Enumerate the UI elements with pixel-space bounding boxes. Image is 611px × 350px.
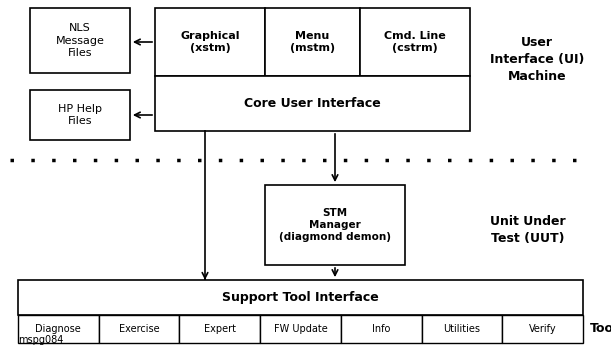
Bar [180, 315, 260, 343]
Text: Exercise: Exercise [119, 324, 159, 334]
Text: Utilities: Utilities [444, 324, 480, 334]
Text: Verify: Verify [529, 324, 557, 334]
Text: Unit Under
Test (UUT): Unit Under Test (UUT) [490, 215, 566, 245]
Bar [265, 185, 405, 265]
Text: Expert: Expert [204, 324, 236, 334]
Text: User
Interface (UI)
Machine: User Interface (UI) Machine [490, 36, 584, 84]
Text: HP Help
Files: HP Help Files [58, 104, 102, 126]
Text: FW Update: FW Update [274, 324, 327, 334]
Bar [30, 8, 130, 73]
Text: NLS
Message
Files: NLS Message Files [56, 23, 104, 58]
Text: Support Tool Interface: Support Tool Interface [222, 291, 379, 304]
Bar [341, 315, 422, 343]
Bar [155, 76, 470, 131]
Bar [422, 315, 502, 343]
Text: Info: Info [372, 324, 390, 334]
Bar [502, 315, 583, 343]
Text: Cmd. Line
(cstrm): Cmd. Line (cstrm) [384, 31, 446, 53]
Text: Menu
(mstm): Menu (mstm) [290, 31, 335, 53]
Text: Graphical
(xstm): Graphical (xstm) [180, 31, 240, 53]
Text: Core User Interface: Core User Interface [244, 97, 381, 110]
Bar [260, 315, 341, 343]
Text: STM
Manager
(diagmond demon): STM Manager (diagmond demon) [279, 208, 391, 243]
Bar [30, 90, 130, 140]
Text: Diagnose: Diagnose [35, 324, 81, 334]
Text: mspg084: mspg084 [18, 335, 64, 345]
Bar [265, 8, 360, 76]
Bar [360, 8, 470, 76]
Bar [99, 315, 180, 343]
Text: Tools: Tools [590, 322, 611, 336]
Bar [18, 315, 99, 343]
Bar [18, 280, 583, 315]
Bar [155, 8, 265, 76]
